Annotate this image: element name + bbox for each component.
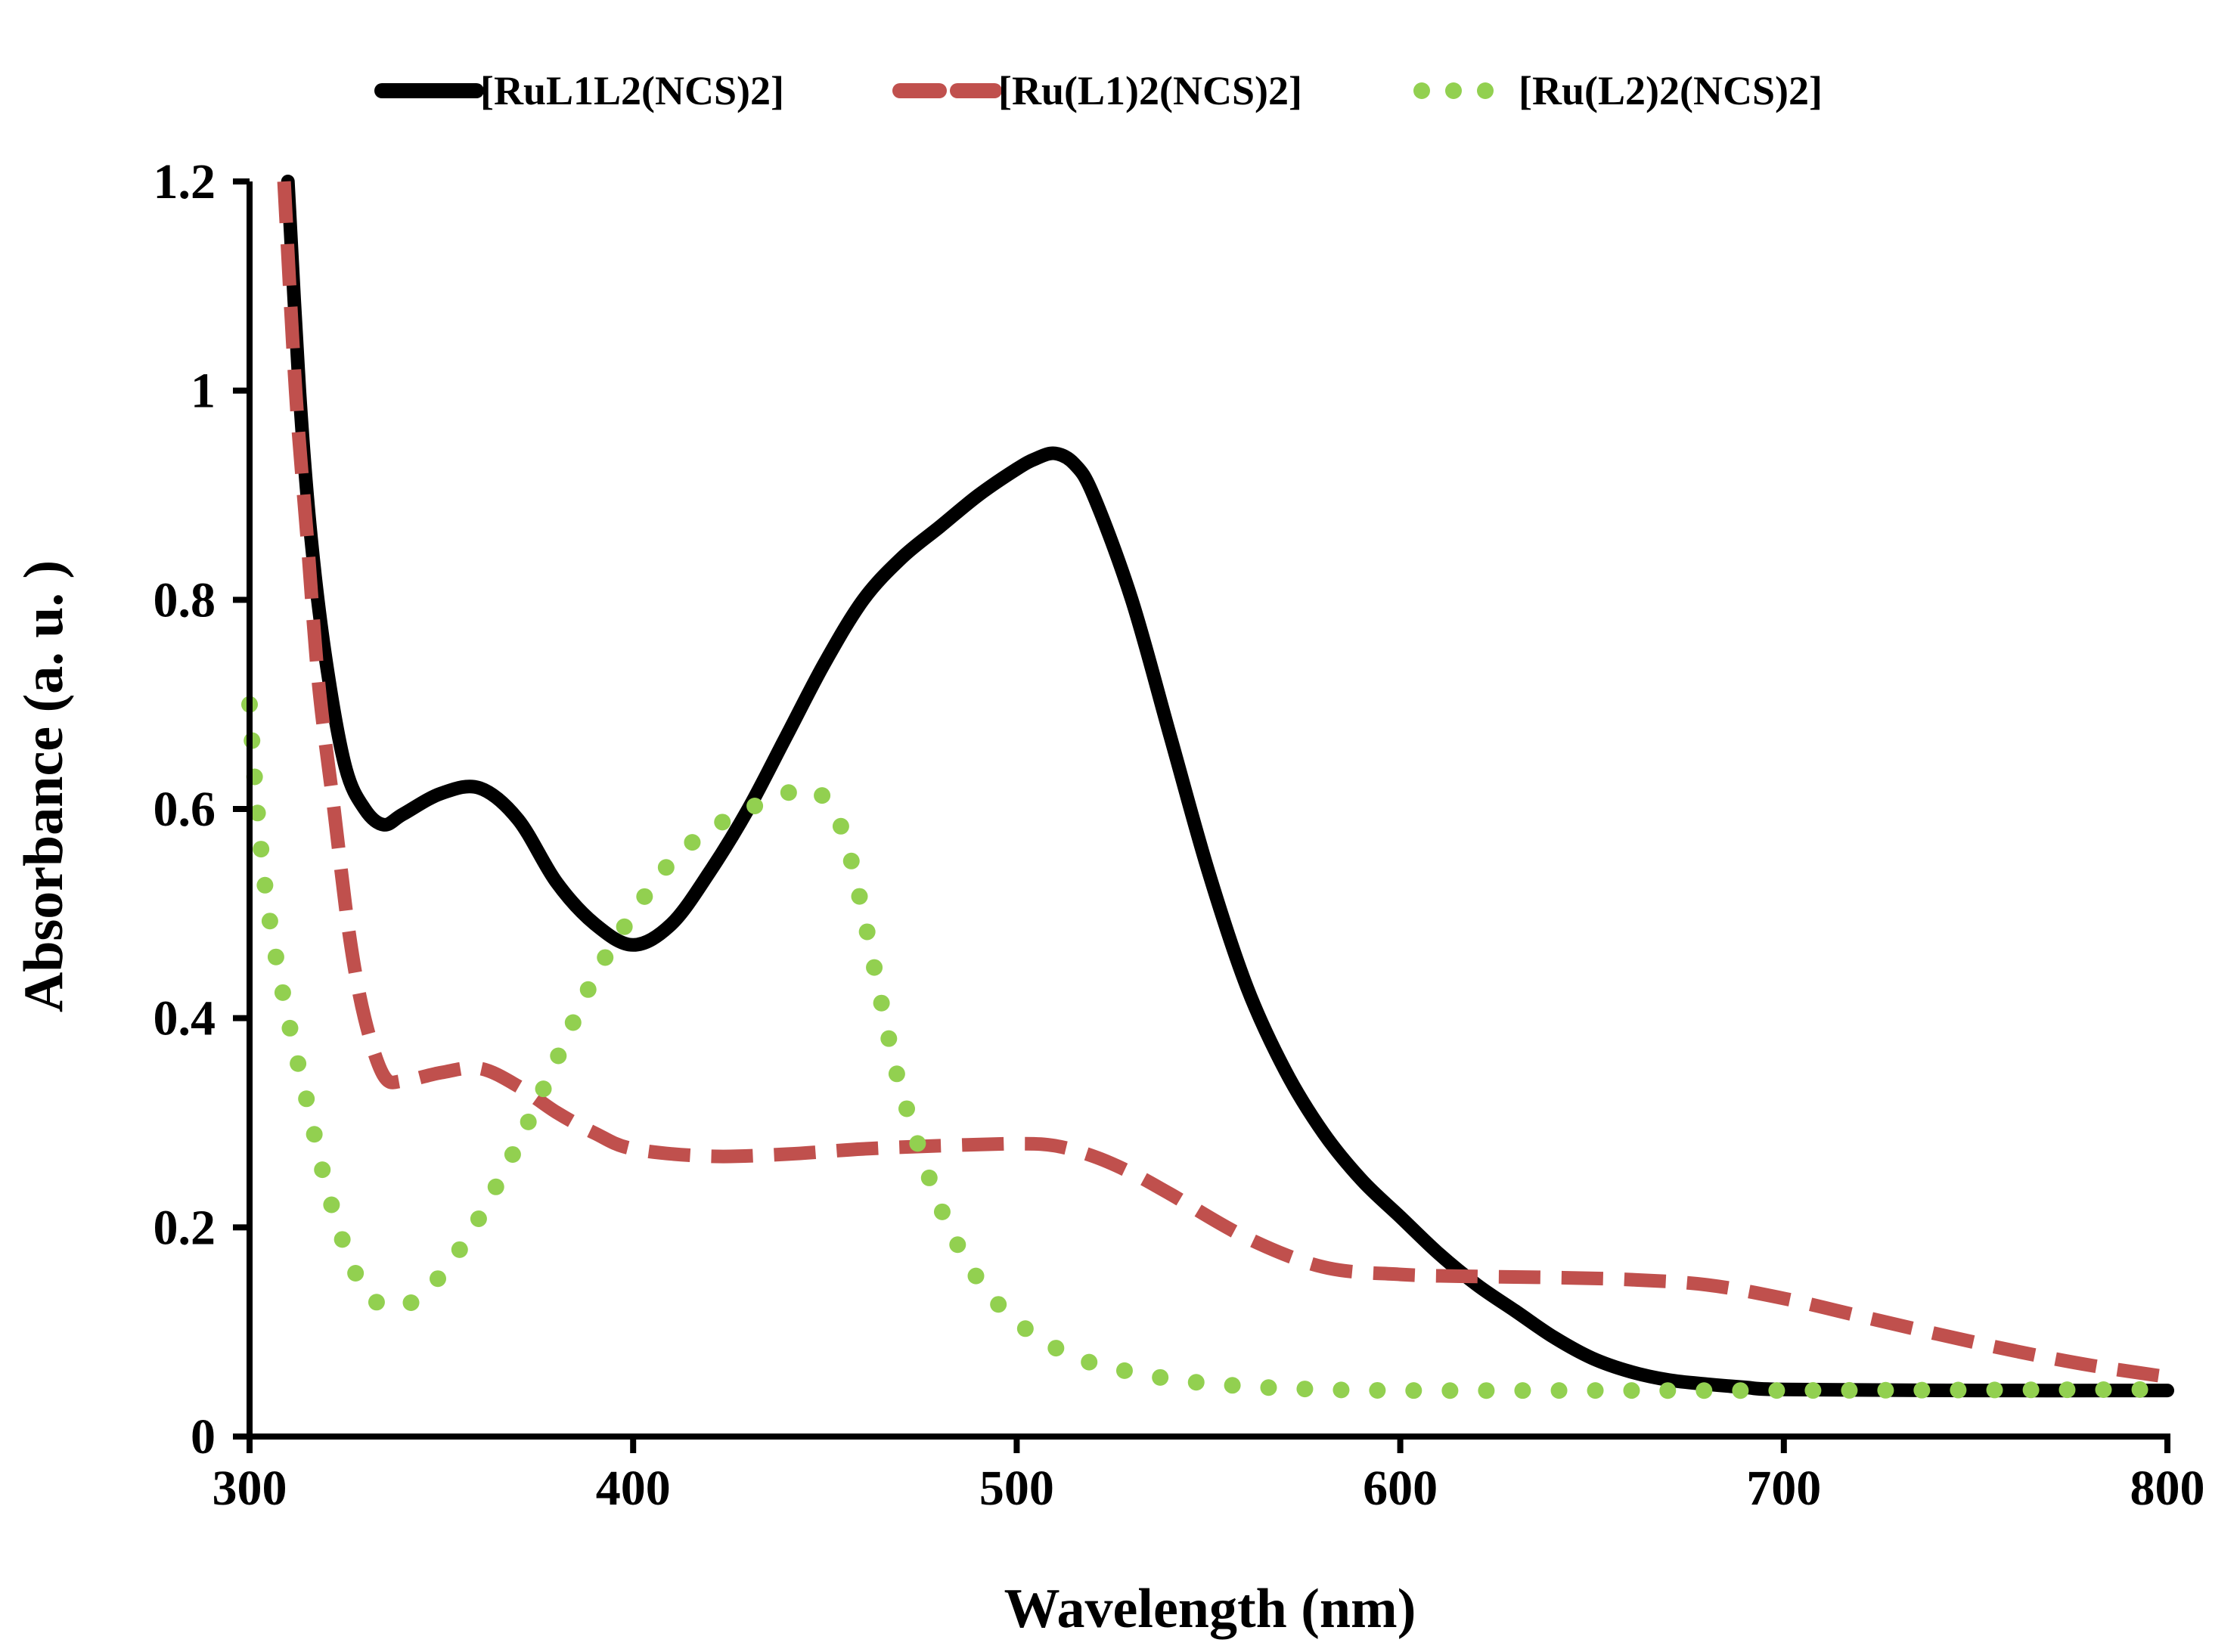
- legend-label-1: [Ru(L1)2(NCS)2]: [998, 68, 1302, 113]
- y-axis-title: Absorbance (a. u. ): [13, 560, 75, 1012]
- y-ticks: 0 0.2 0.4 0.6 0.8 1 1.2: [154, 154, 250, 1464]
- series-line-0: [281, 175, 2174, 1398]
- legend: [RuL1L2(NCS)2] [Ru(L1)2(NCS)2] [Ru(L2)2(…: [374, 68, 1823, 113]
- legend-entry-2: [Ru(L2)2(NCS)2]: [1413, 68, 1823, 113]
- axes: 300 400 500 600 700 800 0 0.2 0.4 0.6 0.8 1 1.2: [154, 154, 2205, 1516]
- series-line-1: [277, 181, 2169, 1384]
- y-tick-label: 1.2: [154, 154, 216, 209]
- series-line-2: [241, 696, 2176, 1399]
- legend-entry-1: [Ru(L1)2(NCS)2]: [892, 68, 1302, 113]
- x-tick-label: 600: [1363, 1461, 1438, 1516]
- x-tick-label: 300: [213, 1461, 287, 1516]
- y-tick-label: 0: [191, 1409, 216, 1464]
- y-tick-label: 0.8: [154, 572, 216, 628]
- y-tick-label: 0.6: [154, 782, 216, 837]
- x-tick-label: 800: [2130, 1461, 2205, 1516]
- y-tick-label: 0.4: [154, 991, 216, 1046]
- x-axis-title: Wavelength (nm): [1004, 1578, 1416, 1640]
- x-tick-label: 700: [1746, 1461, 1821, 1516]
- y-tick-label: 1: [191, 364, 216, 419]
- y-tick-label: 0.2: [154, 1200, 216, 1255]
- x-tick-label: 500: [979, 1461, 1054, 1516]
- legend-entry-0: [RuL1L2(NCS)2]: [374, 68, 784, 113]
- legend-label-0: [RuL1L2(NCS)2]: [480, 68, 784, 113]
- x-tick-label: 400: [596, 1461, 671, 1516]
- x-ticks: 300 400 500 600 700 800: [213, 1437, 2205, 1516]
- plot-series: [241, 175, 2176, 1399]
- legend-label-2: [Ru(L2)2(NCS)2]: [1519, 68, 1823, 113]
